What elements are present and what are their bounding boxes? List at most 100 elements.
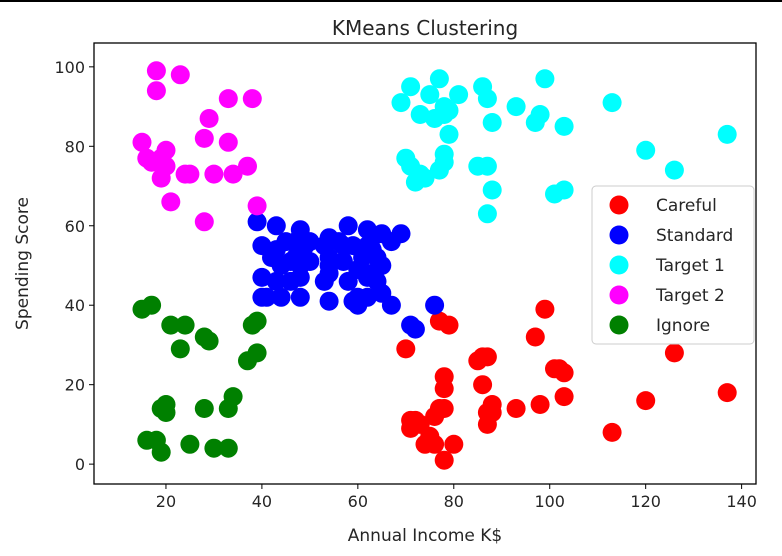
point-ignore bbox=[161, 315, 181, 335]
point-target-2 bbox=[170, 65, 190, 85]
point-target-2 bbox=[204, 164, 224, 184]
legend-marker bbox=[609, 315, 629, 335]
point-target-1 bbox=[420, 85, 440, 105]
point-target-1 bbox=[664, 160, 684, 180]
x-tick-label: 40 bbox=[252, 492, 272, 511]
legend-label: Ignore bbox=[656, 316, 710, 336]
point-careful bbox=[664, 343, 684, 363]
point-target-1 bbox=[554, 116, 574, 136]
point-careful bbox=[535, 299, 555, 319]
point-standard bbox=[257, 287, 277, 307]
point-target-2 bbox=[238, 156, 257, 176]
point-target-2 bbox=[199, 109, 219, 128]
point-target-2 bbox=[242, 89, 262, 109]
point-standard bbox=[252, 267, 272, 287]
point-ignore bbox=[204, 438, 224, 458]
point-target-1 bbox=[477, 204, 497, 224]
point-standard bbox=[290, 267, 310, 287]
point-careful bbox=[554, 363, 574, 383]
point-ignore bbox=[247, 311, 267, 331]
point-target-1 bbox=[535, 69, 555, 89]
point-careful bbox=[425, 434, 445, 454]
point-careful bbox=[636, 391, 656, 411]
y-tick-label: 80 bbox=[65, 137, 85, 156]
point-careful bbox=[482, 403, 502, 422]
point-careful bbox=[473, 375, 493, 395]
point-target-1 bbox=[482, 180, 502, 200]
point-ignore bbox=[170, 339, 190, 359]
point-ignore bbox=[218, 438, 238, 458]
point-ignore bbox=[194, 399, 214, 418]
point-standard bbox=[247, 212, 267, 232]
x-tick-label: 120 bbox=[630, 492, 661, 511]
point-ignore bbox=[151, 442, 171, 462]
point-standard bbox=[391, 224, 411, 244]
point-standard bbox=[319, 291, 339, 311]
point-target-1 bbox=[401, 77, 421, 97]
point-target-2 bbox=[132, 132, 152, 152]
x-tick-label: 80 bbox=[444, 492, 464, 511]
plot-frame bbox=[93, 42, 757, 485]
window-top-border bbox=[0, 0, 782, 2]
point-careful bbox=[554, 387, 574, 407]
point-standard bbox=[290, 287, 310, 307]
x-axis-ticks: 20 40 60 80 100 120 140 bbox=[156, 484, 757, 511]
point-standard bbox=[300, 232, 320, 252]
point-target-1 bbox=[717, 124, 737, 144]
point-careful bbox=[525, 327, 545, 347]
point-target-1 bbox=[506, 97, 526, 117]
point-standard bbox=[425, 295, 445, 315]
point-standard bbox=[357, 287, 377, 307]
x-axis-label: Annual Income K$ bbox=[348, 526, 502, 546]
point-target-1 bbox=[477, 156, 497, 176]
y-axis-label: Spending Score bbox=[13, 197, 33, 330]
point-target-2 bbox=[156, 156, 176, 176]
y-tick-label: 60 bbox=[65, 217, 85, 236]
point-target-1 bbox=[449, 85, 469, 105]
point-target-1 bbox=[391, 93, 411, 113]
point-target-2 bbox=[247, 196, 267, 216]
legend: Careful Standard Target 1 Target 2 Ignore bbox=[591, 185, 755, 345]
point-careful bbox=[602, 422, 622, 442]
point-target-1 bbox=[477, 89, 497, 109]
point-target-1 bbox=[602, 93, 622, 113]
point-target-2 bbox=[146, 61, 166, 81]
point-careful bbox=[434, 367, 454, 387]
x-tick-label: 60 bbox=[348, 492, 368, 511]
legend-marker bbox=[609, 255, 629, 275]
y-tick-label: 100 bbox=[54, 58, 85, 77]
point-target-1 bbox=[482, 113, 502, 132]
point-target-1 bbox=[410, 105, 430, 124]
point-ignore bbox=[199, 331, 219, 351]
point-target-1 bbox=[636, 140, 656, 160]
legend-marker bbox=[609, 285, 629, 305]
chart-title: KMeans Clustering bbox=[332, 16, 518, 40]
point-ignore bbox=[142, 295, 162, 315]
point-careful bbox=[506, 399, 526, 418]
legend-label: Standard bbox=[656, 226, 733, 246]
y-tick-label: 0 bbox=[75, 455, 85, 474]
legend-box bbox=[591, 185, 755, 345]
legend-label: Careful bbox=[656, 196, 717, 216]
y-axis-ticks: 0 20 40 60 80 100 bbox=[54, 58, 94, 474]
x-tick-label: 100 bbox=[534, 492, 565, 511]
point-standard bbox=[372, 256, 392, 275]
point-careful bbox=[396, 339, 416, 359]
point-careful bbox=[439, 315, 459, 335]
legend-label: Target 2 bbox=[655, 286, 725, 306]
point-careful bbox=[444, 434, 464, 454]
point-target-1 bbox=[530, 105, 550, 124]
point-target-1 bbox=[429, 69, 449, 89]
point-careful bbox=[434, 399, 454, 418]
point-target-2 bbox=[223, 164, 243, 184]
legend-marker bbox=[609, 225, 629, 245]
point-standard bbox=[338, 216, 358, 236]
point-ignore bbox=[175, 315, 195, 335]
point-target-2 bbox=[156, 140, 176, 160]
point-target-1 bbox=[554, 180, 574, 200]
point-standard bbox=[405, 319, 425, 339]
point-target-2 bbox=[194, 212, 214, 232]
point-target-1 bbox=[415, 168, 435, 188]
x-tick-label: 140 bbox=[726, 492, 757, 511]
point-ignore bbox=[180, 434, 200, 454]
